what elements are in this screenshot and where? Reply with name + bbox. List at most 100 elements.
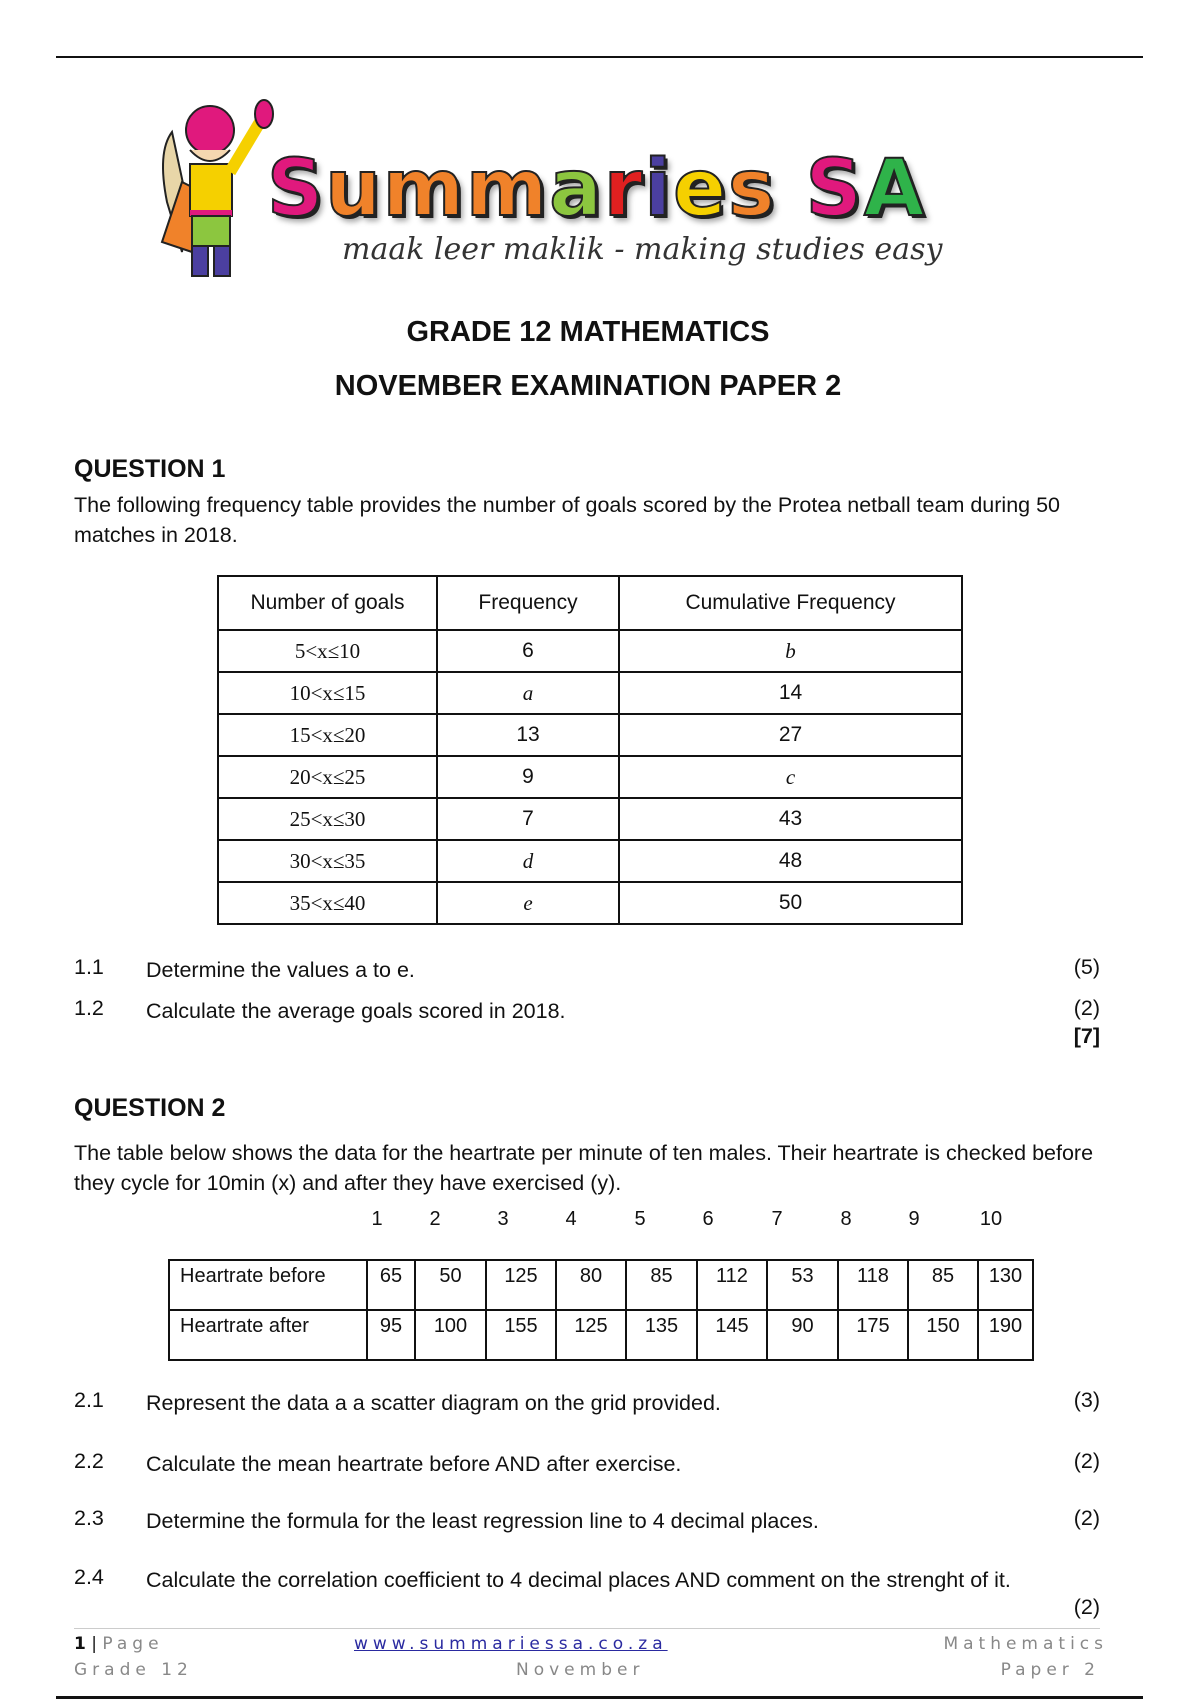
question-1-intro: The following frequency table provides t… [74,493,1061,547]
website-link[interactable]: www.summariessa.co.za [354,1634,668,1654]
logo-letter: a [548,143,604,235]
frequency-cell: 9 [436,755,620,799]
heartrate-cell: 112 [696,1259,768,1311]
logo-letter: m [382,143,466,235]
sub-question-text: Calculate the average goals scored in 20… [146,999,566,1023]
heartrate-cell: 90 [766,1309,839,1361]
frequency-table: Number of goals Frequency Cumulative Fre… [217,575,963,925]
table-row: Heartrate before 65 50 125 80 85 112 53 118 85 130 [168,1259,1034,1311]
frequency-cell: e [436,881,620,925]
logo-letter: e [672,143,729,235]
table-row: Heartrate after 95 100 155 125 135 145 90 175 150… [168,1309,1034,1361]
sub-question-text: Calculate the correlation coefficient to… [146,1568,1011,1592]
heartrate-cell: 50 [414,1259,487,1311]
header-number-of-goals: Number of goals [217,575,438,631]
row-label: Heartrate after [168,1309,368,1361]
heartrate-cell: 145 [696,1309,768,1361]
question-1-heading: QUESTION 1 [74,455,226,483]
logo-letter: A [863,143,927,235]
heartrate-cell: 85 [625,1259,698,1311]
heartrate-cell: 190 [977,1309,1034,1361]
column-number: 6 [702,1208,714,1230]
cumulative-frequency-cell: c [618,755,963,799]
sub-question-marks: (3) [1073,1388,1100,1412]
column-number: 2 [429,1208,441,1230]
sub-question-marks: (2) [1073,1595,1100,1619]
logo-tagline: maak leer maklik - making studies easy [342,232,943,267]
sub-question-text: Calculate the mean heartrate before AND … [146,1452,682,1476]
sub-question-marks: (2) [1073,1449,1100,1473]
heartrate-cell: 125 [555,1309,627,1361]
column-number: 10 [979,1208,1003,1230]
logo-letter: u [324,143,383,235]
table-row: 35<x≤40 e 50 [217,881,963,925]
heartrate-cell: 85 [907,1259,979,1311]
sub-question-text: Determine the values a to e. [146,958,415,982]
heartrate-cell: 53 [766,1259,839,1311]
cumulative-frequency-cell: 50 [618,881,963,925]
logo-letter: S [266,143,326,235]
column-number: 4 [565,1208,577,1230]
table-row: 30<x≤35 d 48 [217,839,963,883]
goals-interval-cell: 25<x≤30 [217,797,438,841]
footer-paper: Paper 2 [1000,1660,1100,1680]
heartrate-cell: 65 [366,1259,416,1311]
sub-question-marks: (2) [1073,996,1100,1020]
sub-question-marks: (5) [1073,955,1100,979]
frequency-cell: 13 [436,713,620,757]
heartrate-cell: 125 [485,1259,557,1311]
frequency-cell: a [436,671,620,715]
sub-question-number: 1.1 [74,955,104,979]
heartrate-cell: 155 [485,1309,557,1361]
row-label: Heartrate before [168,1259,368,1311]
logo-letter: r [603,143,645,235]
heartrate-cell: 175 [837,1309,909,1361]
logo-letter: m [465,143,550,235]
sub-question-text: Determine the formula for the least regr… [146,1509,819,1533]
header-frequency: Frequency [436,575,620,631]
heartrate-cell: 95 [366,1309,416,1361]
page-number: 1 [74,1634,86,1654]
question-2-heading: QUESTION 2 [74,1094,226,1122]
heartrate-table: Heartrate before 65 50 125 80 85 112 53 118 85 130… [168,1259,1034,1361]
heartrate-cell: 150 [907,1309,979,1361]
sub-question-text: Represent the data a a scatter diagram o… [146,1391,721,1415]
sub-question-number: 2.4 [74,1565,104,1589]
goals-interval-cell: 5<x≤10 [217,629,438,673]
footer-rule [74,1628,1100,1629]
top-rule [56,56,1143,58]
column-number: 3 [497,1208,509,1230]
footer-page: 1 | Page [74,1634,164,1654]
frequency-cell: 6 [436,629,620,673]
bottom-rule [56,1696,1143,1699]
footer-month: November [516,1660,645,1680]
column-number: 7 [771,1208,783,1230]
logo-letter [776,144,805,234]
goals-interval-cell: 15<x≤20 [217,713,438,757]
sub-question-marks: (2) [1073,1506,1100,1530]
logo-letter: i [643,143,674,235]
column-number: 8 [840,1208,852,1230]
table-row: 20<x≤25 9 c [217,755,963,799]
sub-question-number: 2.2 [74,1449,104,1473]
paper-subtitle: NOVEMBER EXAMINATION PAPER 2 [334,370,842,402]
footer-grade: Grade 12 [74,1660,193,1680]
goals-interval-cell: 35<x≤40 [217,881,438,925]
sub-question-number: 2.3 [74,1506,104,1530]
paper-title: GRADE 12 MATHEMATICS [406,316,770,348]
logo-letter: S [805,143,864,235]
cumulative-frequency-cell: 14 [618,671,963,715]
heartrate-cell: 80 [555,1259,627,1311]
logo-wordmark: Summaries SA [266,143,927,235]
sub-question-number: 1.2 [74,996,104,1020]
summaries-sa-logo: Summaries SA maak leer maklik - making s… [152,92,1012,282]
total-marks: [7] [1073,1024,1100,1048]
cumulative-frequency-cell: 48 [618,839,963,883]
header-cumulative-frequency: Cumulative Frequency [618,575,963,631]
table-row: 25<x≤30 7 43 [217,797,963,841]
goals-interval-cell: 10<x≤15 [217,671,438,715]
frequency-cell: 7 [436,797,620,841]
heartrate-cell: 118 [837,1259,909,1311]
table-row: 5<x≤10 6 b [217,629,963,673]
cumulative-frequency-cell: 27 [618,713,963,757]
